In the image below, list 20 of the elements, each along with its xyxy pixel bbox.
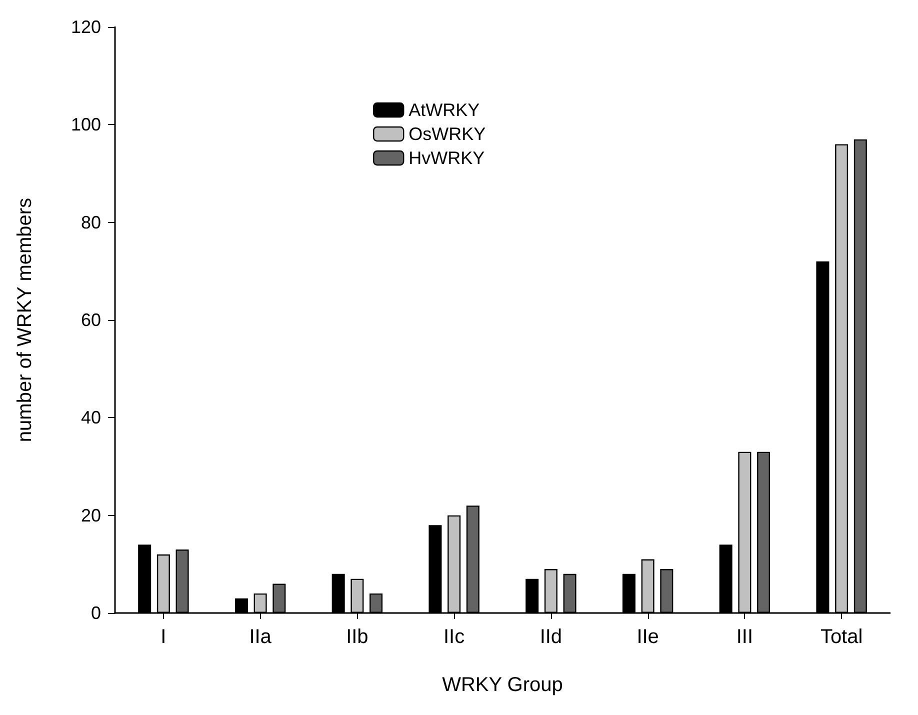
x-tick-label: IIa (249, 626, 272, 648)
legend-label: HvWRKY (408, 148, 485, 168)
y-axis-title: number of WRKY members (14, 198, 36, 442)
y-tick-label: 0 (90, 603, 101, 623)
x-tick-label: III (736, 626, 754, 648)
x-tick-label: IIc (444, 626, 465, 648)
y-tick-label: 20 (80, 505, 101, 526)
x-tick-label: IIe (636, 626, 659, 648)
y-tick-label: 120 (70, 17, 101, 37)
y-tick-label: 60 (80, 310, 101, 330)
y-tick-label: 80 (80, 212, 101, 232)
x-axis-title: WRKY Group (442, 674, 563, 696)
legend-label: AtWRKY (408, 100, 480, 120)
x-tick-label: Total (820, 626, 863, 648)
y-tick-label: 40 (80, 408, 101, 428)
x-tick-label: I (160, 626, 166, 648)
y-tick-label: 100 (70, 114, 101, 135)
x-tick-label: IIb (346, 626, 368, 648)
legend-label: OsWRKY (408, 124, 486, 144)
x-tick-label: IId (540, 626, 562, 648)
